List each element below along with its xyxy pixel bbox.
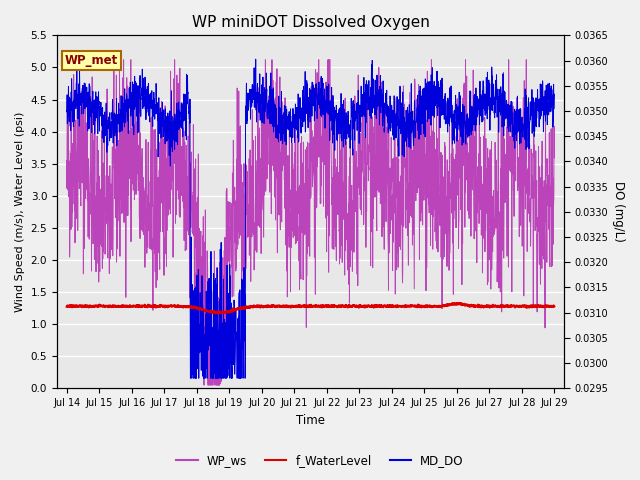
X-axis label: Time: Time (296, 414, 325, 427)
Y-axis label: Wind Speed (m/s), Water Level (psi): Wind Speed (m/s), Water Level (psi) (15, 112, 25, 312)
Title: WP miniDOT Dissolved Oxygen: WP miniDOT Dissolved Oxygen (191, 15, 429, 30)
Y-axis label: DO (mg/L): DO (mg/L) (612, 181, 625, 242)
Text: WP_met: WP_met (65, 54, 118, 67)
Legend: WP_ws, f_WaterLevel, MD_DO: WP_ws, f_WaterLevel, MD_DO (172, 449, 468, 472)
